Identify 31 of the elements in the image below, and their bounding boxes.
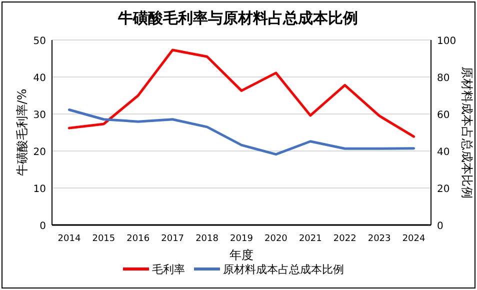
x-tick-label: 2015 bbox=[92, 234, 116, 244]
legend-label: 毛利率 bbox=[152, 263, 185, 276]
y-tick-label: 30 bbox=[33, 110, 46, 121]
y-tick-label: 50 bbox=[33, 36, 46, 47]
x-tick-label: 2023 bbox=[368, 234, 391, 244]
x-axis-title: 年度 bbox=[230, 248, 254, 262]
y2-tick-label: 60 bbox=[437, 110, 450, 121]
x-tick-label: 2017 bbox=[161, 234, 184, 244]
x-tick-label: 2021 bbox=[298, 234, 322, 244]
x-tick-label: 2020 bbox=[264, 234, 288, 244]
chart-title: 牛磺酸毛利率与原材料占总成本比例 bbox=[117, 9, 358, 27]
x-tick-label: 2024 bbox=[402, 234, 426, 244]
y-tick-label: 20 bbox=[33, 147, 46, 158]
y2-tick-label: 40 bbox=[437, 147, 450, 158]
y2-tick-label: 100 bbox=[437, 36, 456, 47]
y2-axis-title: 原材料成本占总成本比例 bbox=[460, 66, 474, 198]
y-tick-label: 0 bbox=[40, 221, 46, 232]
x-tick-label: 2019 bbox=[230, 234, 254, 244]
line-series bbox=[68, 108, 416, 156]
legend-label: 原材料成本占总成本比例 bbox=[223, 263, 344, 276]
x-tick-label: 2016 bbox=[126, 234, 150, 244]
y-axis-title: 牛磺酸毛利率/% bbox=[15, 88, 29, 176]
x-tick-label: 2014 bbox=[58, 234, 81, 244]
y-tick-label: 40 bbox=[33, 73, 46, 84]
y2-tick-label: 20 bbox=[437, 184, 450, 195]
y2-tick-label: 80 bbox=[437, 73, 450, 84]
y-tick-label: 10 bbox=[33, 184, 46, 195]
y2-tick-label: 0 bbox=[437, 221, 444, 232]
x-tick-label: 2018 bbox=[196, 234, 219, 244]
line-series bbox=[68, 48, 416, 138]
x-tick-label: 2022 bbox=[333, 234, 356, 244]
